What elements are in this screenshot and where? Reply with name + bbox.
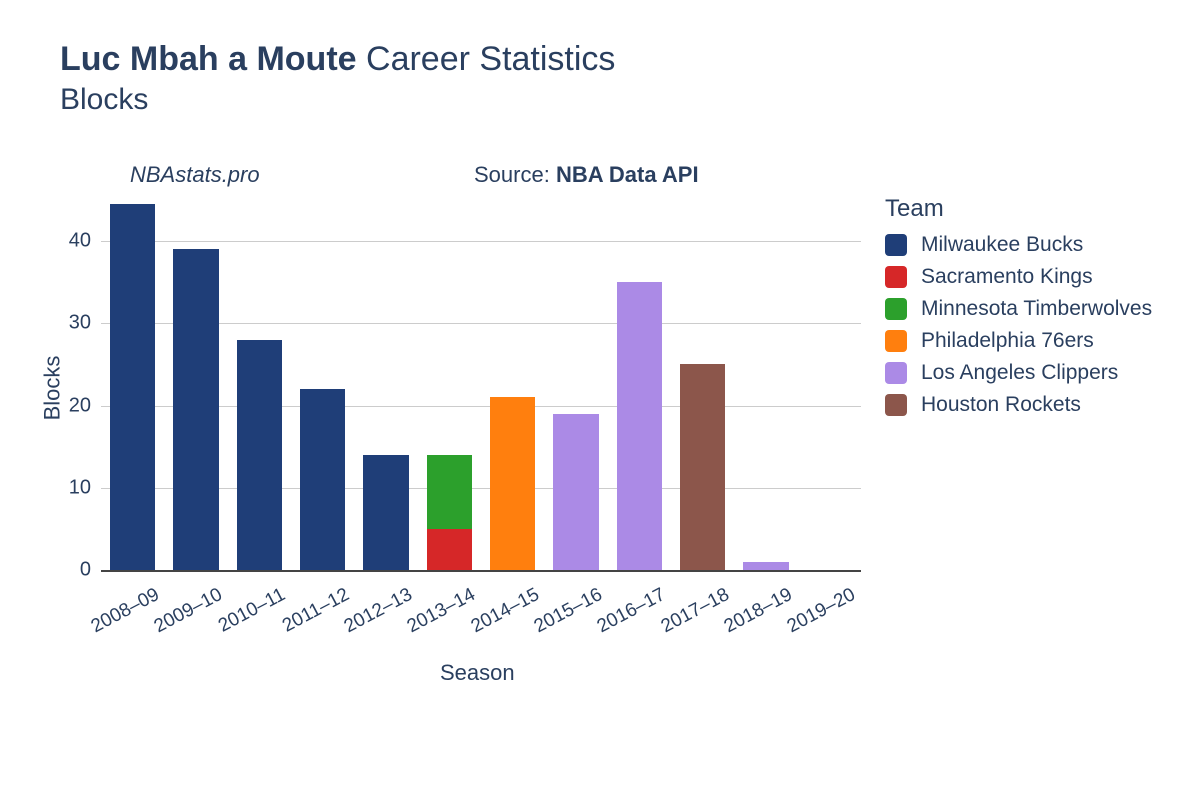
source-prefix: Source:	[474, 162, 556, 187]
legend-swatch	[885, 362, 907, 384]
bar-segment	[743, 562, 789, 570]
legend-label: Philadelphia 76ers	[921, 329, 1094, 353]
y-axis-title: Blocks	[39, 356, 65, 421]
source-label: Source: NBA Data API	[474, 162, 699, 188]
chart-title-block: Luc Mbah a Moute Career Statistics Block…	[60, 40, 615, 117]
source-name: NBA Data API	[556, 162, 699, 187]
legend-item: Sacramento Kings	[885, 265, 1152, 289]
player-name: Luc Mbah a Moute	[60, 40, 357, 78]
bar-segment	[427, 455, 473, 529]
legend-item: Minnesota Timberwolves	[885, 297, 1152, 321]
legend-label: Los Angeles Clippers	[921, 361, 1118, 385]
bar-segment	[553, 414, 599, 570]
zero-line	[101, 570, 861, 572]
gridline	[101, 241, 861, 242]
x-axis-title: Season	[440, 660, 515, 686]
legend-swatch	[885, 298, 907, 320]
legend-label: Houston Rockets	[921, 393, 1081, 417]
bar-segment	[617, 282, 663, 570]
bar-segment	[300, 389, 346, 570]
plot-area: 0102030402008–092009–102010–112011–12201…	[100, 200, 861, 571]
page: Luc Mbah a Moute Career Statistics Block…	[0, 0, 1200, 800]
legend-swatch	[885, 330, 907, 352]
watermark-text: NBAstats.pro	[130, 162, 260, 188]
y-tick-label: 30	[69, 312, 101, 335]
chart-title-metric: Blocks	[60, 83, 615, 117]
legend-swatch	[885, 394, 907, 416]
bar-segment	[363, 455, 409, 570]
bar-segment	[680, 364, 726, 570]
chart-title-line1: Luc Mbah a Moute Career Statistics	[60, 40, 615, 79]
legend-item: Philadelphia 76ers	[885, 329, 1152, 353]
bar-segment	[490, 397, 536, 570]
bar-segment	[427, 529, 473, 570]
legend-item: Los Angeles Clippers	[885, 361, 1152, 385]
y-tick-label: 20	[69, 394, 101, 417]
y-tick-label: 0	[80, 559, 101, 582]
legend-label: Minnesota Timberwolves	[921, 297, 1152, 321]
legend-swatch	[885, 266, 907, 288]
bar-segment	[110, 204, 156, 570]
legend-item: Milwaukee Bucks	[885, 233, 1152, 257]
bar-segment	[173, 249, 219, 570]
legend-swatch	[885, 234, 907, 256]
y-tick-label: 40	[69, 230, 101, 253]
title-suffix: Career Statistics	[366, 40, 615, 78]
legend-title: Team	[885, 195, 1152, 223]
legend-item: Houston Rockets	[885, 393, 1152, 417]
y-tick-label: 10	[69, 476, 101, 499]
bar-segment	[237, 340, 283, 570]
legend: Team Milwaukee Bucks Sacramento Kings Minn…	[885, 195, 1152, 425]
legend-label: Milwaukee Bucks	[921, 233, 1083, 257]
legend-label: Sacramento Kings	[921, 265, 1093, 289]
